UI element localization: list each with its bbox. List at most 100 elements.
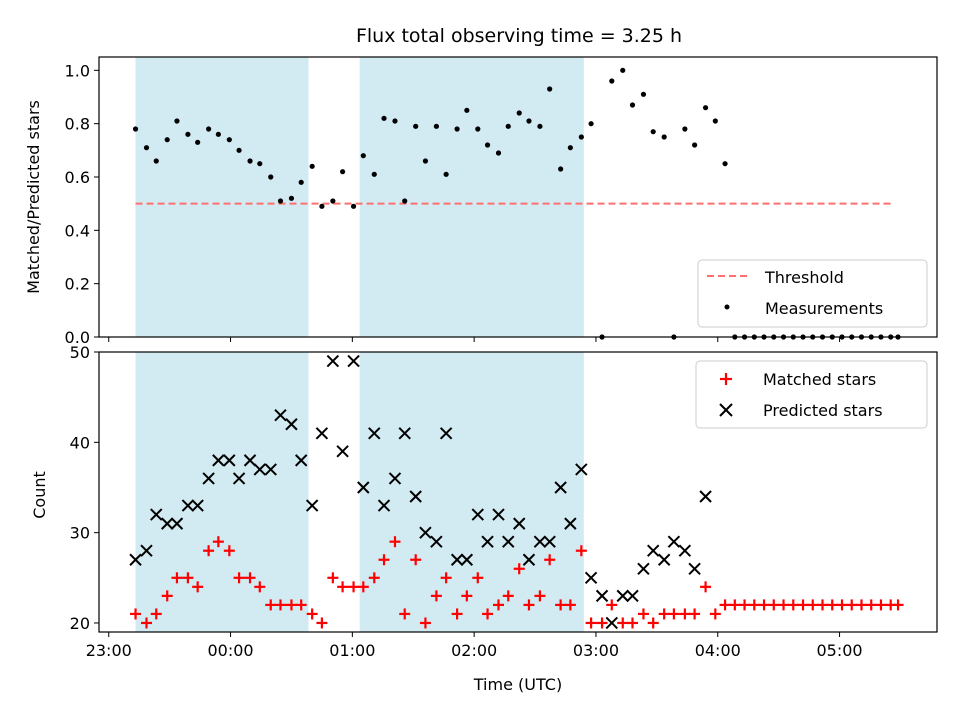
matched-star-point — [316, 617, 328, 629]
top-panel-y-axis-label: Matched/Predicted stars — [24, 100, 43, 294]
measurement-point — [567, 145, 573, 151]
matched-star-point — [513, 563, 525, 575]
predicted-star-point — [326, 354, 340, 368]
measurement-point — [702, 105, 709, 111]
matched-star-point — [748, 599, 760, 611]
matched-star-point — [626, 617, 638, 629]
x-tick-label: 00:00 — [207, 641, 253, 660]
matched-star-point — [150, 608, 162, 620]
predicted-star-point — [357, 481, 370, 494]
predicted-star-point — [502, 535, 515, 548]
measurement-point — [360, 153, 366, 159]
measurement-point — [433, 123, 439, 129]
bottom-y-tick-label: 50 — [70, 343, 90, 362]
matched-star-point — [378, 554, 390, 566]
predicted-star-point — [667, 535, 681, 548]
x-tick-label: 03:00 — [573, 641, 619, 660]
matched-star-point — [399, 608, 411, 620]
measurement-point — [340, 169, 346, 175]
matched-star-point — [419, 617, 431, 629]
bottom-y-tick-label: 30 — [70, 524, 90, 543]
matched-star-point — [836, 599, 848, 611]
predicted-star-point — [513, 517, 526, 530]
predicted-star-point — [253, 463, 266, 476]
predicted-star-point — [419, 526, 432, 539]
matched-star-point — [846, 599, 858, 611]
predicted-star-point — [409, 490, 422, 503]
predicted-star-point — [430, 535, 443, 548]
predicted-star-point — [202, 472, 215, 485]
measurement-point — [268, 174, 274, 180]
matched-star-point — [223, 545, 235, 557]
matched-star-point — [451, 608, 463, 620]
matched-star-point — [274, 599, 286, 611]
predicted-star-point — [657, 553, 671, 566]
measurement-point — [247, 158, 253, 164]
predicted-star-point — [347, 354, 360, 368]
matched-star-point — [171, 572, 183, 584]
matched-star-point — [758, 599, 770, 611]
matched-star-point — [797, 599, 809, 611]
predicted-star-point — [481, 535, 494, 548]
predicted-star-point — [471, 508, 485, 521]
measurement-point — [558, 166, 564, 172]
measurement-point — [609, 78, 615, 84]
measurement-point — [722, 161, 728, 167]
matched-star-point — [337, 581, 349, 593]
measurement-point — [547, 86, 553, 92]
matched-star-point — [254, 581, 266, 593]
matched-star-point — [826, 599, 838, 611]
bottom-legend-predicted-swatch — [719, 403, 733, 417]
predicted-star-point — [212, 454, 225, 467]
bottom-shaded-interval — [135, 352, 309, 632]
matched-star-point — [575, 545, 587, 557]
measurement-point — [153, 158, 159, 164]
measurement-point — [454, 126, 460, 132]
matched-star-point — [739, 599, 751, 611]
top-legend-box — [697, 259, 928, 328]
matched-star-point — [564, 599, 576, 611]
matched-star-point — [534, 590, 546, 602]
predicted-star-point — [637, 562, 650, 575]
top-y-tick-label: 0.8 — [65, 115, 90, 134]
matched-star-point — [244, 572, 256, 584]
matched-star-point — [141, 617, 153, 629]
measurement-point — [661, 134, 667, 140]
bottom-legend-matched-swatch — [720, 373, 732, 385]
bottom-panel-frame — [98, 351, 938, 633]
matched-star-point — [855, 599, 867, 611]
measurement-point — [174, 118, 180, 124]
bottom-panel-y-axis-label: Count — [30, 471, 49, 519]
x-tick-label: 02:00 — [451, 641, 497, 660]
measurement-point — [330, 198, 336, 204]
predicted-star-point — [522, 553, 536, 566]
measurement-point — [226, 137, 232, 143]
measurement-point — [392, 118, 398, 124]
predicted-star-point — [368, 427, 381, 440]
predicted-star-point — [626, 589, 639, 603]
predicted-star-point — [439, 427, 453, 440]
predicted-star-point — [554, 481, 567, 494]
measurement-point — [516, 110, 522, 116]
measurement-point — [484, 142, 491, 148]
matched-star-point — [768, 599, 780, 611]
matched-star-point — [130, 608, 142, 620]
measurement-point — [309, 163, 315, 169]
predicted-star-point — [492, 508, 505, 521]
predicted-star-point — [678, 544, 692, 557]
measurement-point — [620, 67, 626, 73]
matched-star-point — [778, 599, 790, 611]
x-tick-label: 05:00 — [817, 641, 863, 660]
top-y-tick-label: 0.6 — [65, 168, 90, 187]
predicted-star-point — [191, 499, 204, 512]
matched-star-point — [348, 581, 360, 593]
predicted-star-point — [274, 409, 287, 422]
predicted-star-point — [305, 499, 319, 512]
predicted-star-point — [595, 589, 609, 603]
matched-star-point — [544, 554, 556, 566]
predicted-star-point — [223, 454, 236, 467]
matched-star-point — [212, 536, 224, 548]
predicted-star-point — [616, 589, 629, 603]
top-legend-measurement-label: Measurements — [765, 299, 883, 318]
measurement-point — [640, 91, 647, 97]
